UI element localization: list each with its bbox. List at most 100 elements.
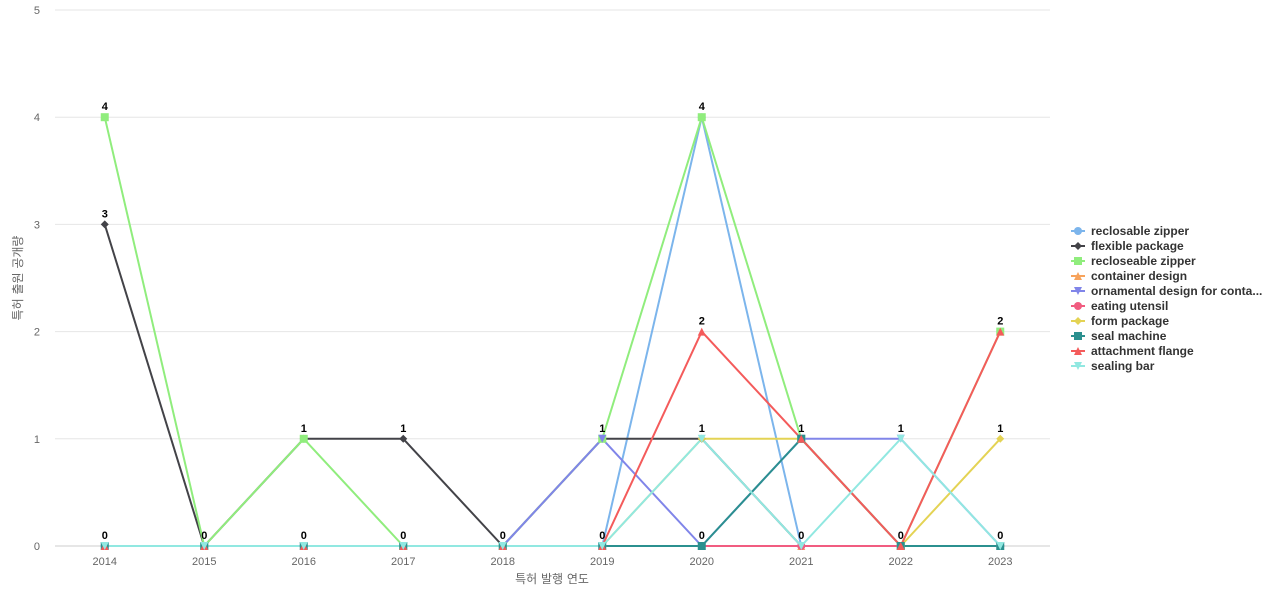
legend-label: seal machine xyxy=(1091,329,1167,343)
series-point xyxy=(697,113,706,122)
series-point xyxy=(996,434,1005,443)
data-label: 1 xyxy=(400,423,406,435)
legend-label: attachment flange xyxy=(1091,344,1194,358)
data-label: 1 xyxy=(997,423,1003,435)
series-point xyxy=(996,542,1005,550)
legend-symbol xyxy=(1074,362,1082,370)
x-axis-title: 특허 발행 연도 xyxy=(515,571,589,586)
data-label: 1 xyxy=(798,423,804,435)
legend-item[interactable]: recloseable zipper xyxy=(1071,254,1196,268)
data-label: 0 xyxy=(997,530,1003,542)
legend-symbol xyxy=(1074,302,1082,310)
legend-item[interactable]: reclosable zipper xyxy=(1071,224,1189,238)
x-tick-label: 2023 xyxy=(988,556,1012,568)
legend-symbol xyxy=(1074,272,1082,280)
legend-item[interactable]: flexible package xyxy=(1071,239,1184,253)
y-tick-label: 3 xyxy=(34,219,40,231)
x-tick-label: 2018 xyxy=(491,556,515,568)
legend-label: container design xyxy=(1091,269,1187,283)
series-markers xyxy=(100,113,1005,550)
data-label: 1 xyxy=(898,423,904,435)
series-point xyxy=(100,220,109,229)
series-line xyxy=(104,437,1001,547)
series-point xyxy=(399,542,408,550)
legend-label: ornamental design for conta... xyxy=(1091,284,1262,298)
legend-symbol xyxy=(1074,242,1082,250)
series-point xyxy=(200,542,209,550)
legend-item[interactable]: attachment flange xyxy=(1071,344,1194,358)
y-tick-label: 2 xyxy=(34,327,40,339)
y-tick-label: 0 xyxy=(34,541,40,553)
legend-item[interactable]: container design xyxy=(1071,269,1187,283)
y-tick-label: 1 xyxy=(34,434,40,446)
data-label: 0 xyxy=(898,530,904,542)
series-point xyxy=(896,434,905,443)
data-label: 0 xyxy=(400,530,406,542)
x-tick-label: 2014 xyxy=(93,556,117,568)
data-label: 0 xyxy=(301,530,307,542)
data-label: 1 xyxy=(301,423,307,435)
legend-item[interactable]: eating utensil xyxy=(1071,299,1168,313)
series-point xyxy=(697,434,706,443)
legend-label: sealing bar xyxy=(1091,359,1155,373)
data-label: 0 xyxy=(599,530,605,542)
data-label: 2 xyxy=(997,316,1003,328)
legend-item[interactable]: seal machine xyxy=(1071,329,1167,343)
y-tick-label: 4 xyxy=(34,112,40,124)
legend-symbol xyxy=(1074,287,1082,295)
grid xyxy=(55,9,1050,547)
series-point xyxy=(697,542,706,550)
series-point xyxy=(299,434,308,443)
legend-item[interactable]: sealing bar xyxy=(1071,359,1155,373)
series-point xyxy=(498,542,507,550)
data-label: 0 xyxy=(798,530,804,542)
data-label: 1 xyxy=(599,423,605,435)
series-point xyxy=(797,542,806,550)
data-label: 4 xyxy=(102,101,109,113)
legend-item[interactable]: form package xyxy=(1071,314,1169,328)
x-tick-label: 2015 xyxy=(192,556,216,568)
data-label: 2 xyxy=(699,316,705,328)
series-line xyxy=(103,224,1001,547)
series-point xyxy=(399,434,408,443)
legend-item[interactable]: ornamental design for conta... xyxy=(1071,284,1262,298)
series-point xyxy=(697,327,706,336)
legend-symbol xyxy=(1074,332,1082,340)
x-tick-label: 2021 xyxy=(789,556,813,568)
x-tick-label: 2022 xyxy=(889,556,913,568)
y-tick-label: 5 xyxy=(34,5,40,17)
data-label: 0 xyxy=(102,530,108,542)
data-label: 0 xyxy=(699,530,705,542)
series-point xyxy=(299,542,308,550)
series-point xyxy=(100,113,109,122)
data-label: 4 xyxy=(699,101,706,113)
x-tick-label: 2017 xyxy=(391,556,415,568)
legend-symbol xyxy=(1074,257,1082,265)
legend-label: recloseable zipper xyxy=(1091,254,1196,268)
data-label: 3 xyxy=(102,208,108,220)
x-tick-label: 2016 xyxy=(292,556,316,568)
legend-symbol xyxy=(1074,227,1082,235)
series-point xyxy=(996,327,1005,336)
x-tick-label: 2019 xyxy=(590,556,614,568)
series-line xyxy=(104,437,1001,547)
data-labels: 4 3 0 0 1 0 1 0 0 1 0 4 2 1 0 1 0 1 0 2 1 0 xyxy=(102,101,1004,542)
legend-label: eating utensil xyxy=(1091,299,1168,313)
data-label: 0 xyxy=(500,530,506,542)
legend-label: form package xyxy=(1091,314,1169,328)
legend-symbol xyxy=(1074,347,1082,355)
legend-symbol xyxy=(1074,317,1082,325)
series-point xyxy=(797,434,806,443)
legend-label: reclosable zipper xyxy=(1091,224,1189,238)
series-point xyxy=(896,542,905,550)
y-axis-title: 특허 출원 공개량 xyxy=(11,236,25,321)
series-lines xyxy=(103,116,1002,547)
legend-label: flexible package xyxy=(1091,239,1184,253)
data-label: 0 xyxy=(201,530,207,542)
series-point xyxy=(598,542,607,550)
data-label: 1 xyxy=(699,423,705,435)
